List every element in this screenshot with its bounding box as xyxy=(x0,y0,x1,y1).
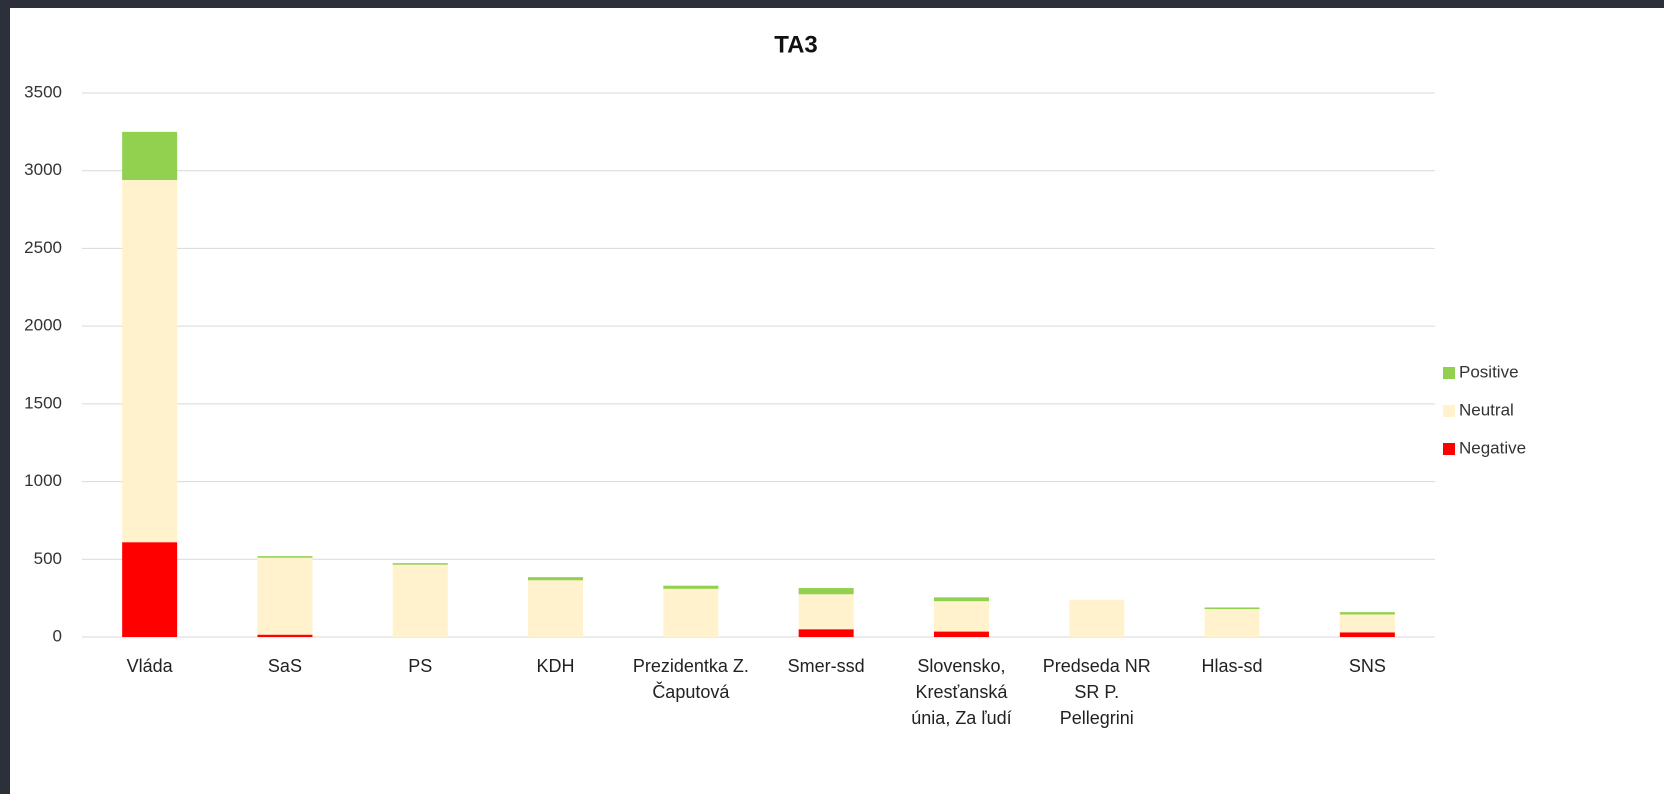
bar-segment xyxy=(933,597,989,602)
y-tick-label: 1500 xyxy=(24,393,62,412)
bar-segment xyxy=(528,577,584,581)
bar-segment xyxy=(257,557,313,635)
legend-label: Positive xyxy=(1459,362,1519,381)
bar-segment xyxy=(798,629,854,637)
x-tick-label: Slovensko, Kresťanská únia, Za ľudí xyxy=(911,656,1012,728)
y-tick-label: 0 xyxy=(53,626,62,645)
y-tick-label: 3000 xyxy=(24,160,62,179)
chart-frame: TA3 0 500 1000 1500 2000 2500 3000 3500 Negative… xyxy=(10,8,1664,794)
x-tick-label: Vláda xyxy=(126,656,173,676)
bar-segment xyxy=(663,585,719,589)
x-tick-label: Prezidentka Z. Čaputová xyxy=(632,656,749,702)
y-tick-label: 3500 xyxy=(24,82,62,101)
x-tick-label: PS xyxy=(408,656,433,676)
x-tick-label: SNS xyxy=(1348,656,1386,676)
bar-segment xyxy=(1339,632,1395,637)
y-tick-label: 500 xyxy=(34,549,62,568)
x-tick-label: KDH xyxy=(536,656,575,676)
x-tick-label: SaS xyxy=(267,656,302,676)
bar-segment xyxy=(1204,607,1260,610)
bar-segment xyxy=(122,542,178,637)
bar-segment xyxy=(257,634,313,637)
bar-segment xyxy=(257,556,313,558)
bar-segment xyxy=(663,588,719,637)
x-tick-label: Predseda NR SR P. Pellegrini xyxy=(1042,656,1151,728)
bar-segment xyxy=(122,180,178,543)
bar-segment xyxy=(1204,609,1260,637)
bar-segment xyxy=(1339,614,1395,633)
legend-label: Neutral xyxy=(1459,400,1514,419)
bar-segment xyxy=(933,601,989,632)
y-tick-label: 2500 xyxy=(24,238,62,257)
bar-segment xyxy=(798,594,854,630)
chart: TA3 0 500 1000 1500 2000 2500 3000 3500 Negative… xyxy=(24,31,1526,645)
bar-segment xyxy=(122,131,178,181)
bar-segment xyxy=(1339,612,1395,615)
bar-segment xyxy=(392,564,448,637)
bar-segment xyxy=(798,588,854,595)
bar-segment xyxy=(933,631,989,637)
legend-swatch xyxy=(1443,367,1455,379)
x-tick-label: Smer-ssd xyxy=(787,656,865,676)
x-tick-label: Hlas-sd xyxy=(1201,656,1263,676)
y-tick-label: 1000 xyxy=(24,471,62,490)
chart-title: TA3 xyxy=(774,31,818,58)
legend-swatch xyxy=(1443,405,1455,417)
legend-swatch xyxy=(1443,443,1455,455)
bar-segment xyxy=(528,580,584,637)
legend-label: Negative xyxy=(1459,438,1526,457)
y-tick-label: 2000 xyxy=(24,316,62,335)
bar-segment xyxy=(392,563,448,565)
bar-segment xyxy=(1069,599,1125,637)
